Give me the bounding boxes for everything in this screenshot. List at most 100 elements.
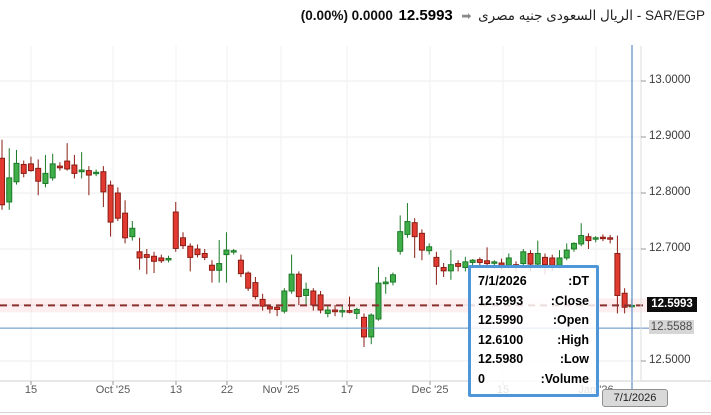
candle-body [455,263,462,267]
candle-body [165,258,172,261]
x-axis-label: 17 [340,384,354,396]
candle-body [607,237,614,240]
candle-body [570,242,577,250]
x-axis-label: 13 [169,384,183,396]
y-axis-label: 12.8000 [649,186,691,198]
last-price-badge: 12.5993 [647,297,697,312]
candle-body [122,212,129,239]
candle-body [491,261,498,264]
candle-body [433,256,440,267]
candle-body [382,281,389,285]
candle-body [85,170,92,176]
candle-body [180,237,186,247]
tooltip-label: :Volume [540,371,589,386]
candle-body [592,237,599,240]
candle-body [230,250,237,253]
tooltip-value: 12.5993 [478,293,524,308]
tooltip-row: 7/1/2026 :DT [478,272,589,292]
candle-body [375,282,382,320]
change-value: 0.0000 [351,8,393,23]
candle-body [42,172,49,184]
candle-body [151,255,158,262]
candle-body [27,163,34,172]
candle-body [100,171,107,193]
ohlc-tooltip: 7/1/2026 :DT 12.5993 :Close 12.5990:Open 12.6… [468,265,599,397]
candle-body [64,160,71,170]
candle-body [158,257,165,262]
y-axis-label: 12.7000 [649,242,691,254]
chart-title: (0.00%) 0.0000 12.5993 ➡ الريال السعودى … [301,7,705,24]
candle-body [484,260,491,265]
candle-body [324,309,331,314]
candle-body [208,264,215,271]
x-axis-label: Dec '25 [411,384,449,396]
candle-body [245,272,252,289]
candle-body [201,252,208,258]
candle-body [129,227,136,238]
candle-body [223,249,230,256]
candle-body [295,273,302,298]
candle-body [578,235,585,245]
candle-body [389,274,396,283]
candle-body [614,252,621,296]
candle-body [368,314,375,338]
candle-body [310,290,317,306]
candle-body [527,252,534,265]
candle-body [266,306,273,310]
candle-body [317,294,324,311]
candle-body [418,232,425,251]
tooltip-value: 0 [478,371,485,386]
candle-body [194,248,201,256]
candle-body [411,222,418,238]
tooltip-label: :Low [559,352,589,366]
candle-body [332,309,339,313]
tooltip-label: :High [557,332,589,347]
y-axis-label: 12.5000 [649,354,691,366]
tooltip-value: 12.5980 [478,352,524,366]
candle-body [520,251,527,265]
candle-body [440,266,447,272]
candle-body [93,171,100,175]
tooltip-value: 12.5990 [478,313,524,327]
x-axis-label: Nov '25 [262,384,300,396]
tooltip-row: 12.5980 :Low [478,350,589,370]
candle-body [534,252,541,265]
candle-body [114,192,121,219]
candle-body [6,177,13,203]
candle-body [476,259,483,263]
x-axis-label: 15 [24,384,38,396]
candle-body [599,236,606,240]
candle-body [172,211,179,249]
crosshair-date-badge: 7/1/2026 [602,389,668,407]
last-price: 12.5993 [398,7,453,24]
y-axis-label: 12.9000 [649,130,691,142]
candle-body [0,157,5,206]
instrument-name: الريال السعودى جنيه مصرى - SAR/EGP [478,8,705,23]
candle-body [462,261,469,268]
candle-body [237,259,244,275]
tooltip-value: 7/1/2026 [478,274,527,288]
candle-body [585,236,592,242]
y-axis-label: 13.0000 [649,74,691,86]
candle-body [20,163,27,174]
candle-body [404,221,411,235]
candle-body [339,310,346,313]
candle-body [56,165,63,169]
crosshair-price-badge: 12.5588 [649,320,694,334]
tooltip-row: 12.5993 :Close [478,292,589,312]
candle-body [542,256,548,266]
x-axis-label: Oct '25 [95,384,131,396]
candle-body [353,308,360,314]
tooltip-label: :DT [568,274,589,288]
widget-bottom-border [0,412,711,413]
candle-body [281,290,288,312]
candle-body [426,246,433,252]
tooltip-row: 12.6100:High [478,331,589,351]
tooltip-label: :Close [550,293,589,308]
candle-body [274,306,281,310]
candle-body [136,251,143,259]
tooltip-row: 12.5990:Open [478,311,589,331]
candle-body [346,310,353,313]
